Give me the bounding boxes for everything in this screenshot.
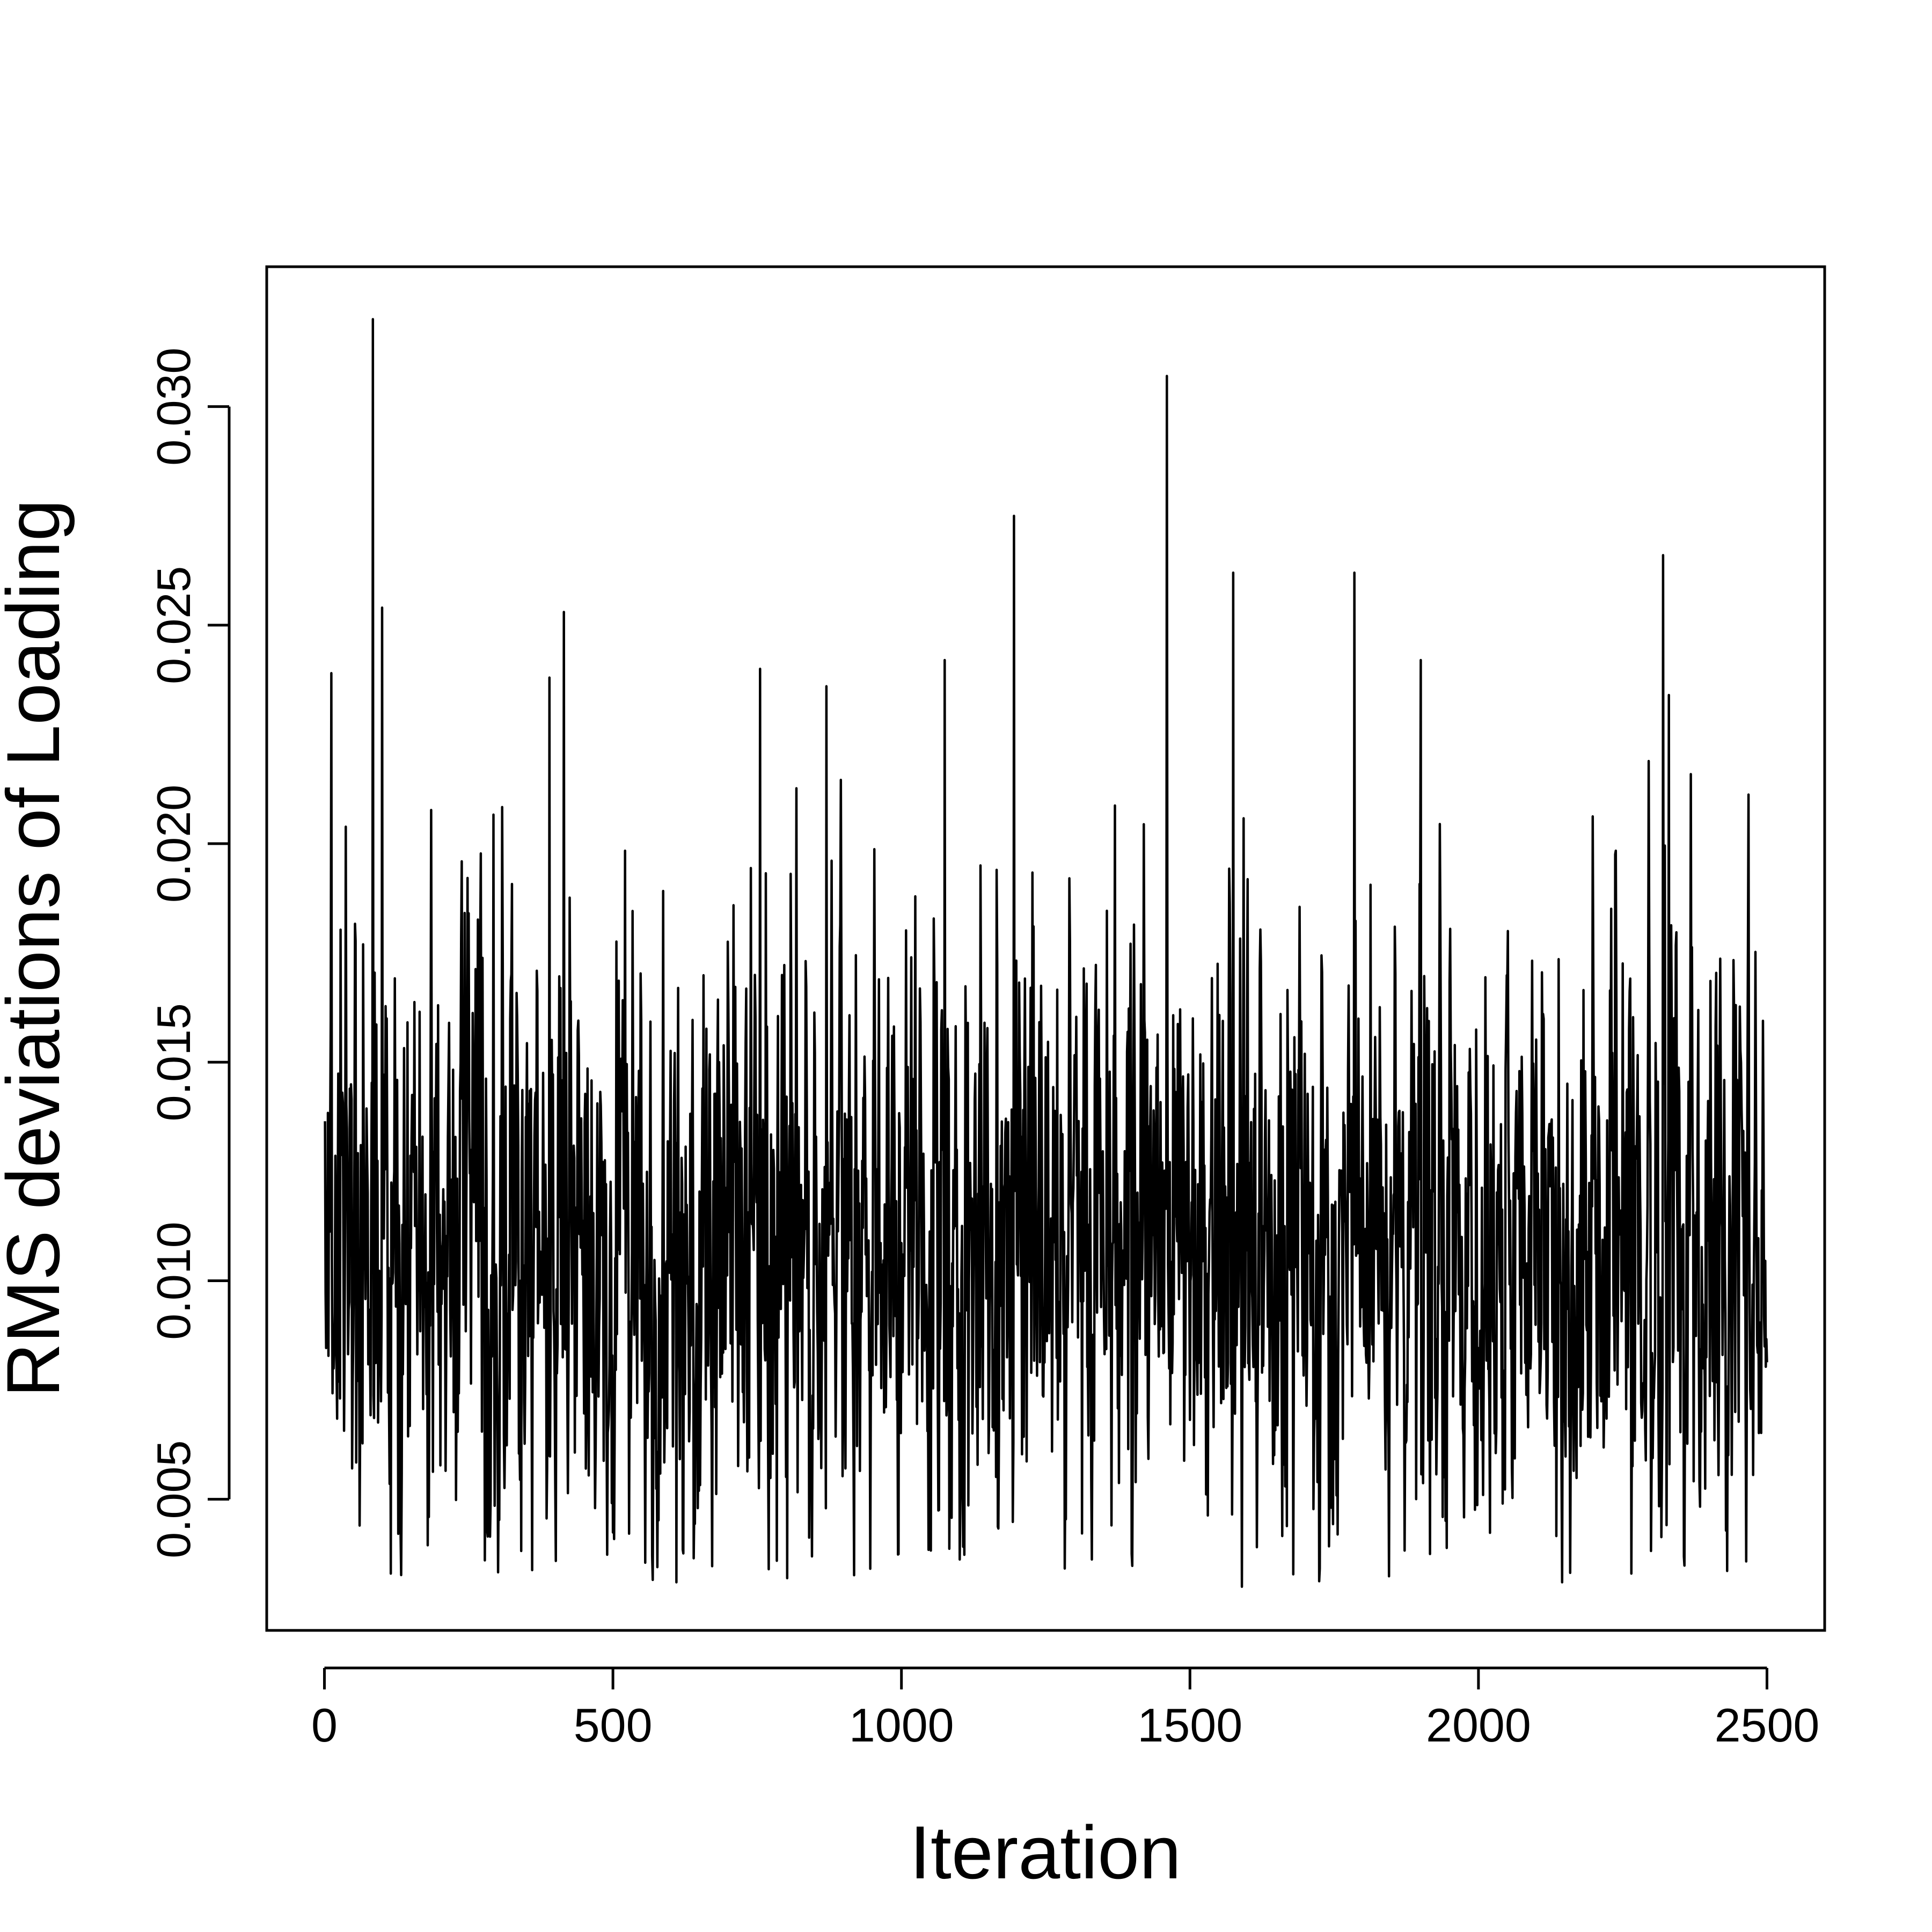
x-tick-label: 500 [574,1699,653,1752]
series-layer [324,318,1768,1588]
y-axis: 0.005 0.010 0.015 0.020 0.025 0.030 [147,348,231,1558]
x-axis-title: Iteration [910,1810,1181,1894]
y-tick-label: 0.025 [147,566,200,684]
x-tick-label: 0 [311,1699,338,1752]
y-tick-label: 0.030 [147,348,200,466]
x-tick-label: 2000 [1426,1699,1531,1752]
x-tick-label: 1000 [849,1699,954,1752]
x-tick-label: 2500 [1715,1699,1820,1752]
y-tick-label: 0.010 [147,1221,200,1340]
y-tick-label: 0.015 [147,1003,200,1121]
series-line [324,318,1768,1588]
x-tick-label: 1500 [1137,1699,1242,1752]
plot-frame [265,265,1826,1632]
x-axis: 0 500 1000 1500 2000 2500 [311,1666,1820,1752]
y-tick-label: 0.005 [147,1440,200,1558]
y-tick-label: 0.020 [147,785,200,903]
y-axis-title: RMS deviations of Loading [0,499,75,1397]
